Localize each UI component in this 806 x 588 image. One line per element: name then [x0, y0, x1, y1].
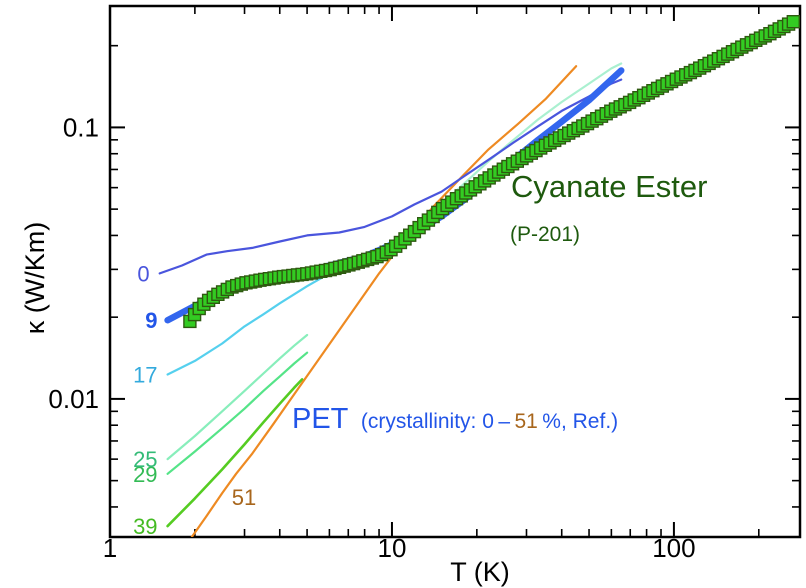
- cyanate-ester-label: Cyanate Ester: [511, 169, 707, 204]
- x-tick-label: 10: [377, 533, 406, 563]
- pet-label: PET: [292, 403, 349, 435]
- y-axis-label: κ (W/Km): [20, 222, 50, 334]
- pet-series-label: 25: [133, 447, 157, 472]
- cyanate-ester-markers: [183, 14, 800, 329]
- major-ticks: [109, 6, 800, 537]
- pet-series-label: 17: [133, 362, 157, 387]
- cyanate-ester-sublabel: (P-201): [510, 223, 580, 246]
- minor-ticks: [110, 6, 800, 537]
- pet-series-line: [166, 378, 304, 528]
- cyanate-ester-point: [786, 14, 800, 29]
- y-tick-label: 0.01: [48, 384, 99, 414]
- y-tick-labels: 0.01 0.1: [48, 112, 99, 414]
- pet-series-line: [166, 333, 309, 461]
- pet-series-label: 39: [133, 514, 157, 539]
- pet-series-label: 9: [145, 308, 157, 333]
- pet-dash: –: [498, 410, 510, 433]
- x-tick-label: 1: [103, 533, 117, 563]
- pet-annotation: PET (crystallinity: 0 – 51 %, Ref.): [292, 403, 618, 435]
- pet-series-label: 51: [232, 485, 256, 510]
- pet-series-label: 0: [137, 261, 149, 286]
- x-axis-label: T (K): [450, 557, 510, 587]
- pet-series-line: [190, 65, 578, 537]
- pet-crystallinity-suffix: %, Ref.): [542, 410, 618, 433]
- x-tick-label: 100: [652, 533, 695, 563]
- x-tick-labels: 1 10 100: [103, 533, 696, 563]
- pet-series-label: 29: [133, 462, 157, 487]
- plot-frame: [108, 4, 802, 539]
- pet-crystallinity-max: 51: [514, 410, 537, 433]
- pet-series-line: [158, 78, 623, 275]
- pet-series-line: [166, 351, 309, 475]
- pet-crystallinity-prefix: (crystallinity: 0: [361, 410, 494, 433]
- y-tick-label: 0.1: [63, 112, 99, 142]
